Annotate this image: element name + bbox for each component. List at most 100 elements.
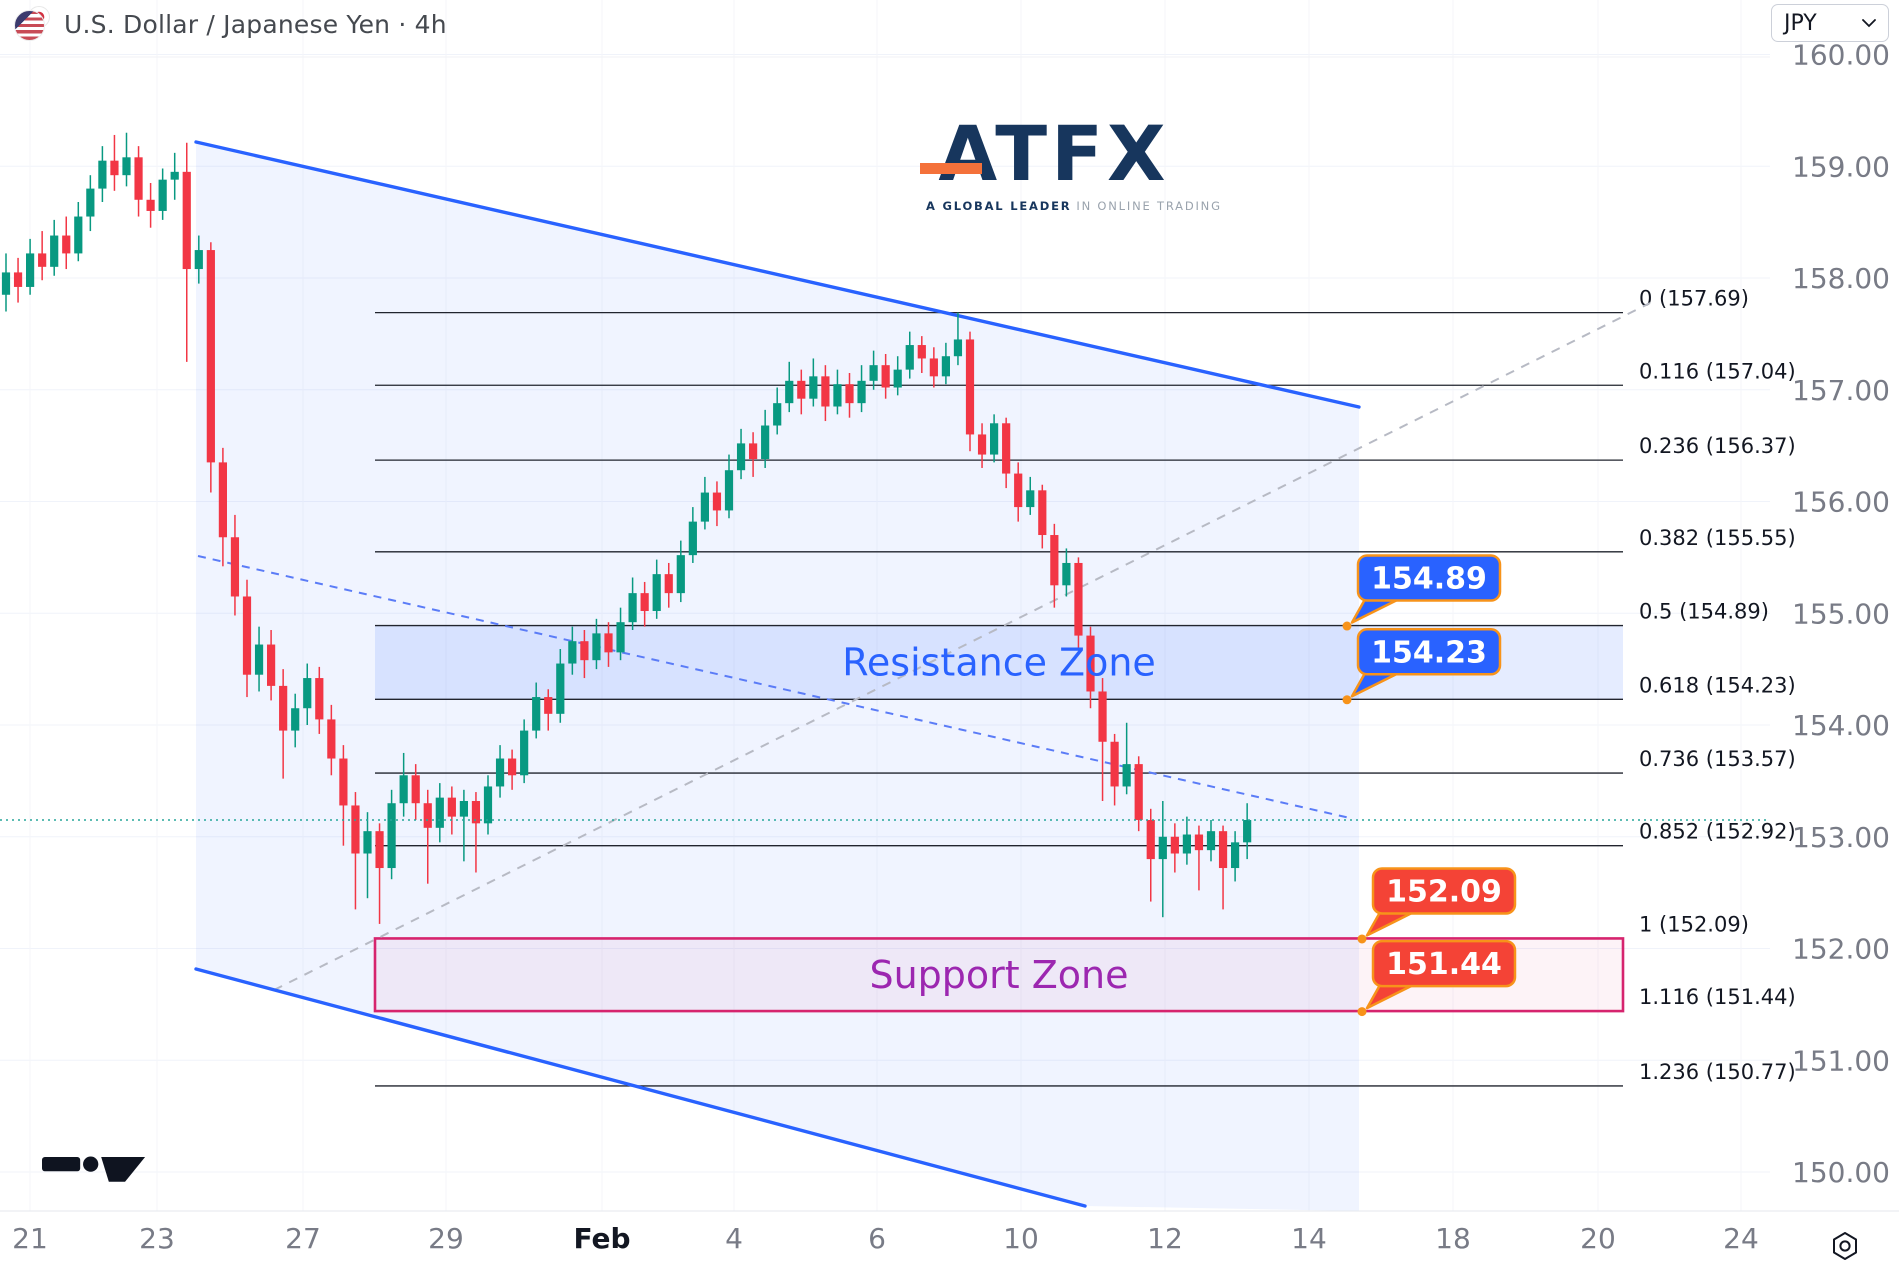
channel-lower-line[interactable]: [194, 967, 1087, 1208]
candle: [206, 250, 215, 463]
candle: [1182, 834, 1191, 854]
time-axis-label[interactable]: 14: [1291, 1222, 1327, 1255]
time-axis-label[interactable]: 24: [1723, 1222, 1759, 1255]
fib-label: 0.618 (154.23): [1639, 673, 1796, 697]
price-badge[interactable]: [1356, 628, 1502, 676]
candle: [194, 250, 203, 270]
candle: [616, 622, 625, 653]
candle: [74, 216, 83, 254]
tradingview-logo-icon[interactable]: [42, 1152, 147, 1186]
candle: [652, 574, 661, 612]
price-badge[interactable]: [1371, 939, 1517, 988]
candle: [98, 160, 107, 189]
candle: [917, 345, 926, 359]
price-axis-label[interactable]: 156.00: [1792, 486, 1890, 519]
price-axis-label[interactable]: 157.00: [1792, 374, 1890, 407]
time-axis-label[interactable]: 10: [1003, 1222, 1039, 1255]
fib-label: 0.382 (155.55): [1639, 526, 1796, 550]
time-axis-label[interactable]: Feb: [573, 1222, 630, 1255]
price-axis-label[interactable]: 155.00: [1792, 597, 1890, 630]
candle: [628, 593, 637, 623]
candle: [1038, 490, 1047, 536]
candle: [676, 555, 685, 594]
candle: [881, 365, 890, 388]
candle: [471, 800, 481, 824]
price-badge-text: 154.89: [1371, 562, 1487, 597]
rising-dashed-trendline[interactable]: [273, 302, 1651, 991]
usdjpy-pair-flag-icon: [14, 6, 52, 42]
price-axis-label[interactable]: 151.00: [1792, 1044, 1890, 1077]
time-axis-label[interactable]: 18: [1435, 1222, 1471, 1255]
candle: [724, 470, 734, 511]
candle: [1002, 423, 1011, 474]
candle: [158, 179, 167, 211]
price-badge[interactable]: [1356, 554, 1502, 602]
candle: [905, 345, 914, 370]
price-axis-label[interactable]: 150.00: [1792, 1156, 1890, 1189]
candle: [351, 805, 360, 854]
candle: [1243, 819, 1252, 843]
time-axis-label[interactable]: 23: [139, 1222, 175, 1255]
candle: [1, 272, 11, 295]
currency-selector[interactable]: JPY: [1771, 4, 1889, 42]
candle: [520, 730, 529, 776]
time-axis-label[interactable]: 12: [1147, 1222, 1183, 1255]
time-axis-label[interactable]: 4: [725, 1222, 743, 1255]
candle: [387, 803, 396, 869]
price-badge[interactable]: [1371, 867, 1517, 915]
time-axis-label[interactable]: 6: [868, 1222, 886, 1255]
candle: [1146, 819, 1155, 860]
candle: [556, 663, 565, 714]
fib-label: 0.852 (152.92): [1639, 820, 1796, 844]
candle: [242, 596, 252, 675]
candle: [339, 758, 348, 806]
candle: [580, 641, 589, 661]
candle: [845, 384, 854, 404]
time-axis-label[interactable]: 20: [1580, 1222, 1616, 1255]
price-axis-label[interactable]: 158.00: [1792, 262, 1890, 295]
channel-upper-line[interactable]: [194, 140, 1361, 409]
candle: [495, 758, 505, 787]
descending-channel-fill: [196, 142, 1359, 1211]
price-axis-label[interactable]: 153.00: [1792, 821, 1890, 854]
candle: [1098, 691, 1107, 742]
time-axis-label[interactable]: 27: [285, 1222, 321, 1255]
time-axis-label[interactable]: 29: [428, 1222, 464, 1255]
badge-anchor-dot: [1357, 934, 1367, 944]
candle: [604, 633, 613, 653]
price-axis-label[interactable]: 159.00: [1792, 150, 1890, 183]
candle: [953, 339, 963, 357]
candle: [1170, 836, 1179, 854]
candle: [1218, 831, 1228, 869]
gear-icon[interactable]: [1828, 1230, 1862, 1266]
support-zone-label: Support Zone: [869, 953, 1128, 997]
candle: [146, 199, 155, 211]
candle: [170, 171, 179, 180]
price-axis-label[interactable]: 154.00: [1792, 709, 1890, 742]
fib-label: 0.116 (157.04): [1639, 359, 1796, 383]
price-axis-label[interactable]: 160.00: [1792, 39, 1890, 72]
candle: [700, 492, 709, 522]
candle: [13, 272, 23, 287]
badge-anchor-dot: [1342, 621, 1352, 631]
price-axis-label[interactable]: 152.00: [1792, 933, 1890, 966]
candle: [592, 633, 601, 661]
badge-anchor-dot: [1357, 1007, 1367, 1017]
candle: [990, 423, 999, 455]
candle: [1110, 741, 1119, 787]
candle: [230, 537, 240, 597]
candle: [267, 644, 276, 686]
candle: [749, 443, 758, 460]
candle: [1194, 834, 1204, 851]
candle: [303, 678, 312, 709]
chevron-down-icon: [1862, 18, 1876, 27]
time-axis-label[interactable]: 21: [12, 1222, 48, 1255]
candle: [1122, 764, 1131, 787]
candle: [977, 434, 987, 455]
candle: [736, 443, 746, 471]
candle: [218, 462, 227, 538]
candle: [1231, 842, 1240, 869]
candle: [447, 797, 456, 817]
